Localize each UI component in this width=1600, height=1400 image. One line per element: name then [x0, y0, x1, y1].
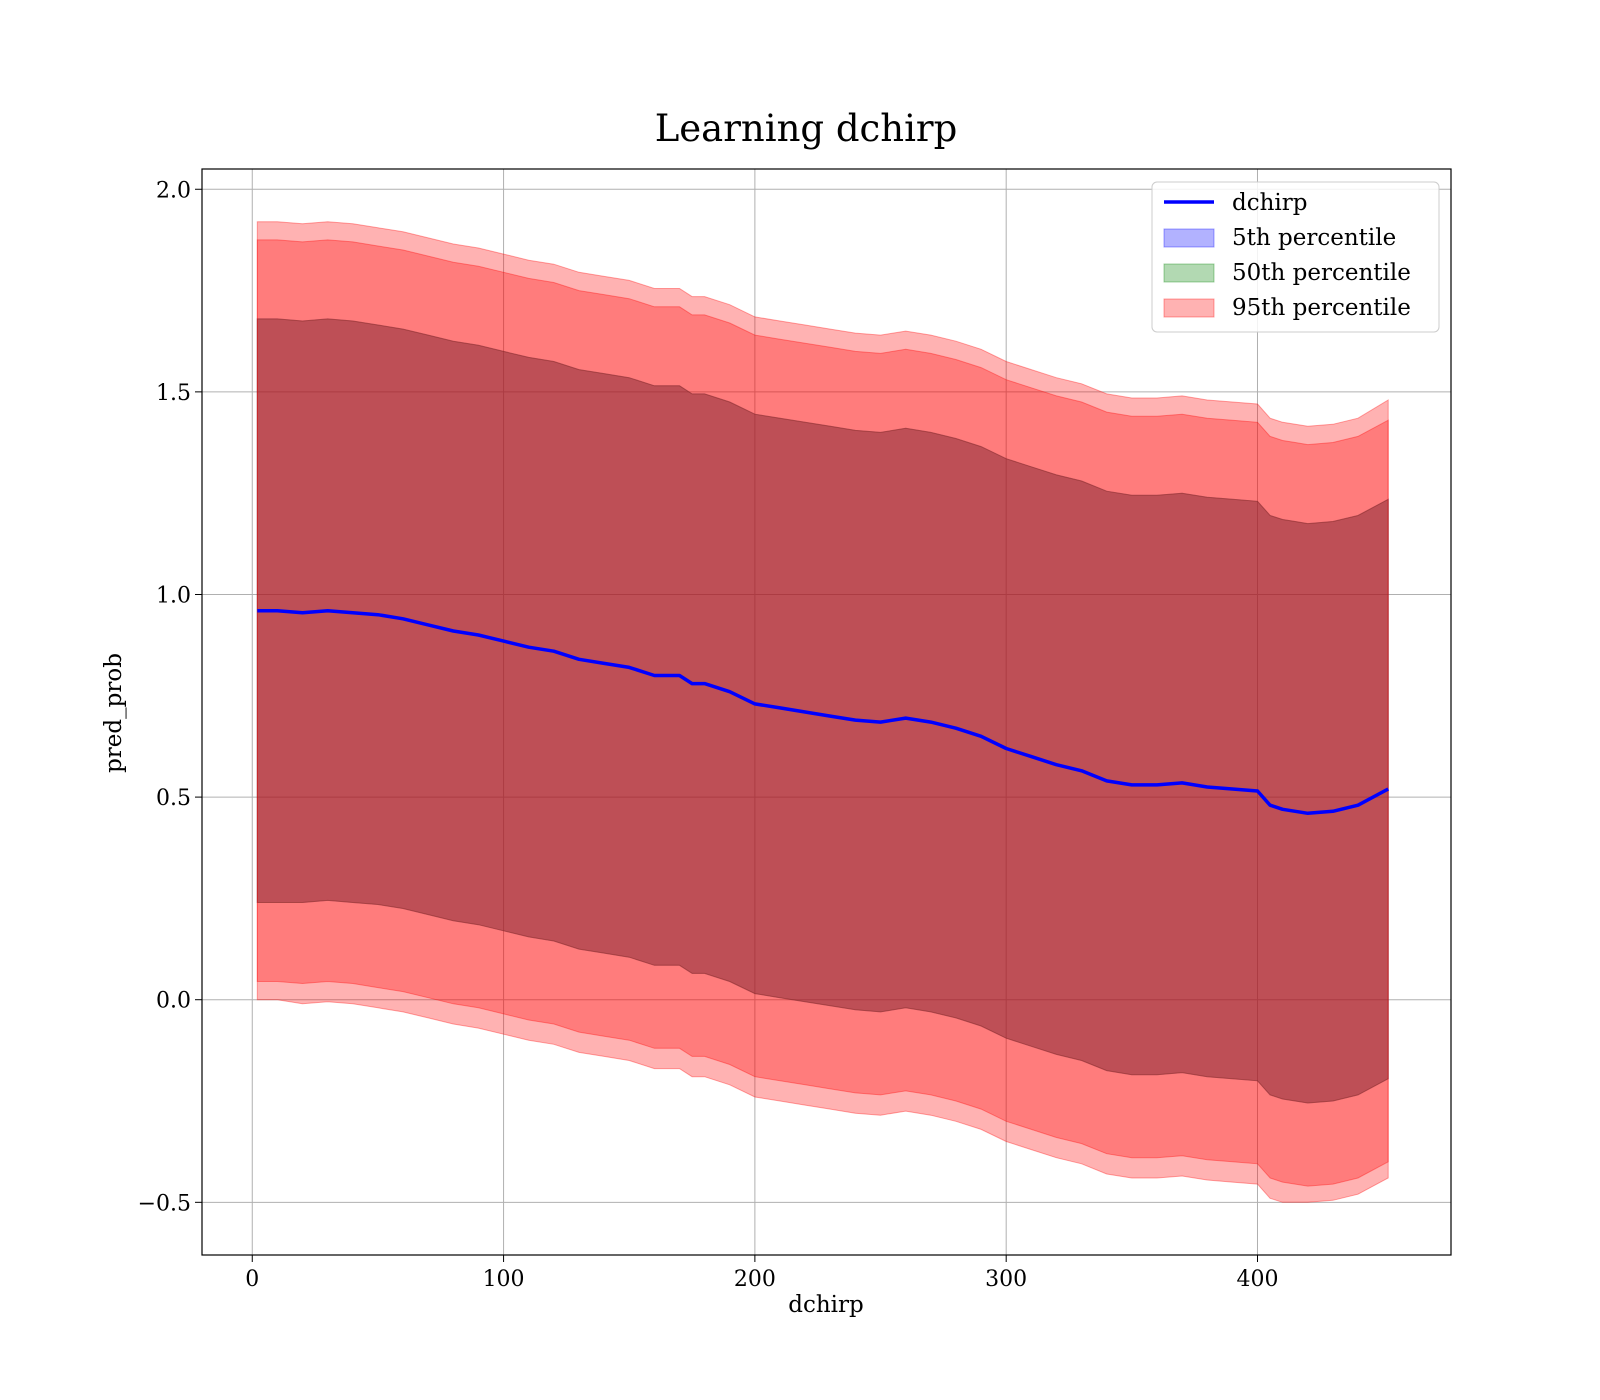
band-95th-percentile: [256, 239, 1389, 1187]
band-50th-percentile: [256, 318, 1389, 1104]
legend-entry: 5th percentile: [1163, 225, 1396, 251]
legend-label: 5th percentile: [1232, 225, 1396, 251]
plot-area: [202, 169, 1451, 1255]
x-tick-label: 300: [985, 1267, 1027, 1292]
legend: dchirp 5th percentile 50th percentile 95th …: [1151, 181, 1440, 333]
band-outer-percentile: [256, 221, 1389, 1203]
y-tick-label: 1.0: [156, 583, 191, 608]
legend-entry: 50th percentile: [1163, 260, 1411, 286]
legend-label: 50th percentile: [1232, 260, 1411, 286]
percentile-bands: [256, 221, 1389, 1203]
x-tick-label: 400: [1236, 1267, 1278, 1292]
x-axis-label: dchirp: [788, 1292, 864, 1318]
grid: [202, 169, 1451, 1255]
y-tick-label: 1.5: [156, 381, 191, 406]
series-lines: [257, 608, 1390, 816]
legend-frame: [1151, 181, 1440, 333]
x-tick-label: 100: [483, 1267, 525, 1292]
legend-entry: 95th percentile: [1163, 295, 1411, 321]
x-tick-label: 200: [734, 1267, 776, 1292]
legend-band-swatch: [1163, 263, 1215, 283]
axis-ticks: 0 100 200 300 400 −0.5 0.0 0.5 1.0 1.5 2.0: [138, 178, 1279, 1292]
y-axis-label: pred_prob: [101, 653, 127, 773]
y-tick-label: 0.5: [156, 786, 191, 811]
chart-title: Learning dchirp: [655, 107, 958, 150]
y-tick-label: 2.0: [156, 178, 191, 203]
legend-label: 95th percentile: [1232, 295, 1411, 321]
band-5th-percentile: [256, 318, 1389, 1104]
y-tick-label: 0.0: [156, 989, 191, 1014]
legend-entry: dchirp: [1164, 190, 1308, 216]
plot-frame: [201, 168, 1452, 1256]
series-line-dchirp: [257, 608, 1390, 816]
legend-label: dchirp: [1232, 190, 1308, 216]
y-tick-label: −0.5: [138, 1191, 191, 1216]
legend-band-swatch: [1163, 228, 1215, 248]
legend-band-swatch: [1163, 298, 1215, 318]
x-tick-label: 0: [245, 1267, 259, 1292]
